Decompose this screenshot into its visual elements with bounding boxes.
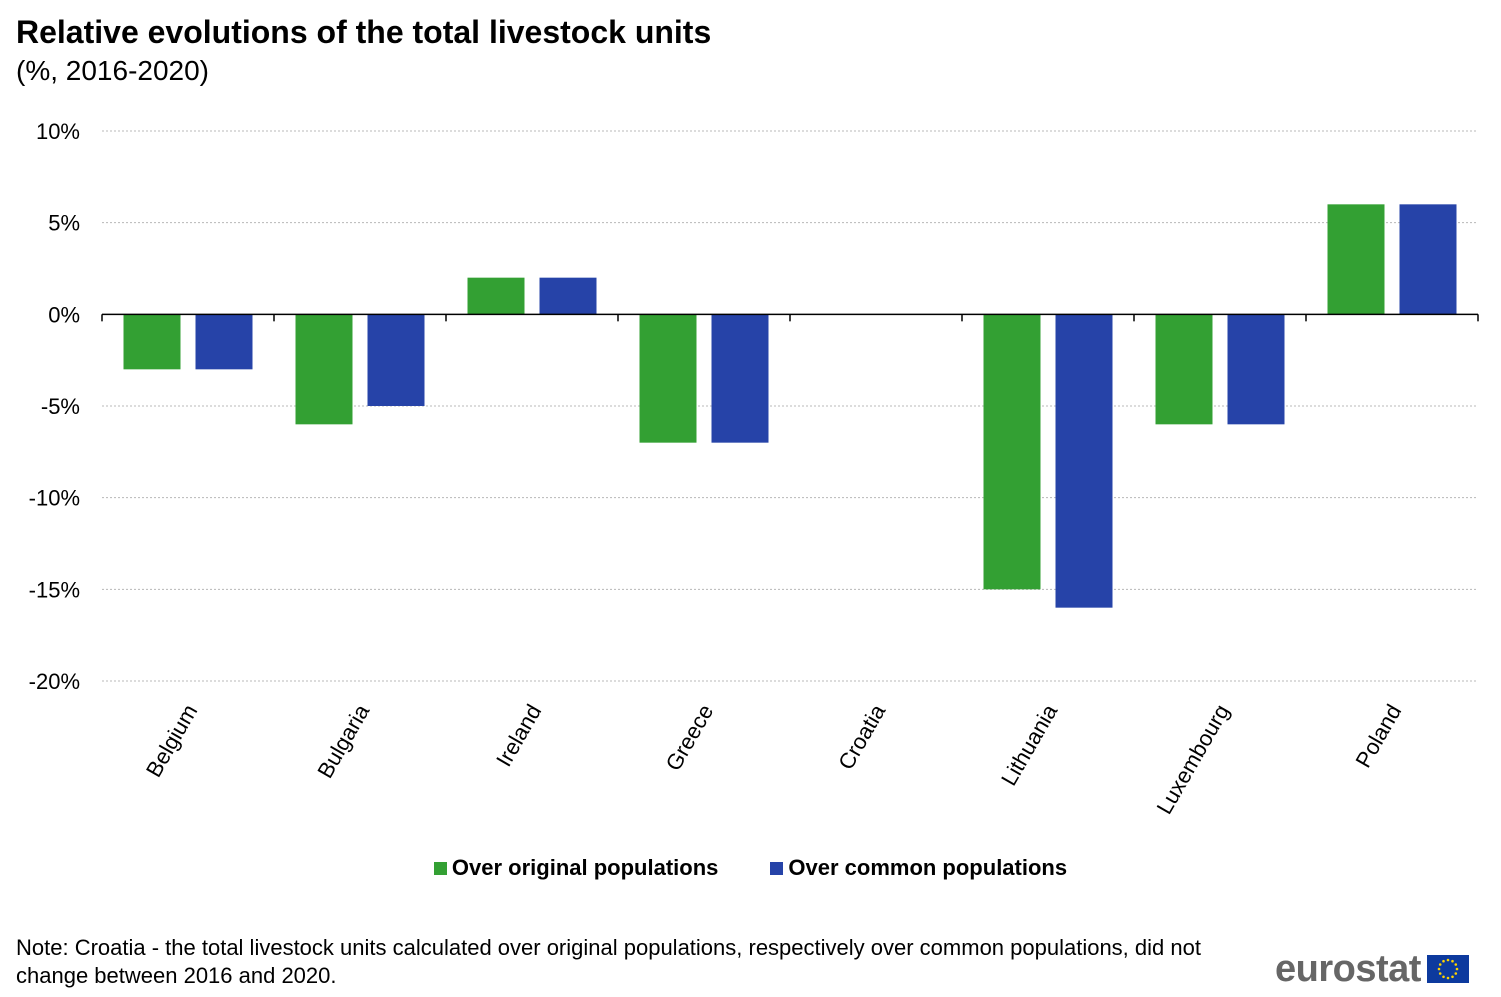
chart-title: Relative evolutions of the total livesto… xyxy=(16,14,712,50)
bar xyxy=(539,277,597,315)
x-tick-label: Greece xyxy=(661,700,719,775)
x-tick-label: Belgium xyxy=(141,700,202,781)
x-tick-label: Lithuania xyxy=(996,699,1063,789)
bar xyxy=(1399,204,1457,315)
bar xyxy=(1227,314,1285,425)
bar xyxy=(639,314,697,443)
bar-chart: 10% 5% 0% -5% -10% -15% -20% Belgium Bulgaria Ire… xyxy=(29,119,1479,818)
footnote: Note: Croatia - the total livestock unit… xyxy=(16,935,1201,988)
legend-swatch-common xyxy=(770,861,784,875)
legend: Over original populations Over common po… xyxy=(0,855,1501,881)
bar xyxy=(711,314,769,443)
legend-label-common: Over common populations xyxy=(788,855,1068,880)
y-tick-label: -5% xyxy=(41,394,80,419)
y-tick-label: 10% xyxy=(36,119,80,144)
y-tick-label: -10% xyxy=(29,486,80,511)
legend-item-original: Over original populations xyxy=(433,855,719,881)
bar xyxy=(1055,314,1113,608)
bar xyxy=(367,314,425,406)
eurostat-logo: eurostat xyxy=(1275,950,1469,988)
bar xyxy=(983,314,1041,590)
bar xyxy=(1155,314,1213,425)
eu-flag-icon xyxy=(1426,955,1469,983)
chart-subtitle: (%, 2016-2020) xyxy=(16,55,210,86)
x-tick-label: Poland xyxy=(1350,700,1406,772)
y-tick-label: 5% xyxy=(48,211,80,236)
y-tick-label: 0% xyxy=(48,302,80,327)
legend-item-common: Over common populations xyxy=(770,855,1067,881)
bar xyxy=(123,314,181,370)
bar xyxy=(1327,204,1385,315)
y-tick-label: -15% xyxy=(29,577,80,602)
x-tick-label: Luxembourg xyxy=(1152,700,1235,818)
legend-label-original: Over original populations xyxy=(451,855,719,880)
bar xyxy=(295,314,353,425)
bar xyxy=(195,314,253,370)
x-tick-label: Bulgaria xyxy=(312,699,374,782)
y-tick-label: -20% xyxy=(29,669,80,694)
x-tick-label: Ireland xyxy=(491,700,546,771)
bar xyxy=(467,277,525,315)
logo-text: eurostat xyxy=(1275,948,1421,990)
legend-swatch-original xyxy=(433,861,447,875)
x-tick-label: Croatia xyxy=(833,699,890,774)
